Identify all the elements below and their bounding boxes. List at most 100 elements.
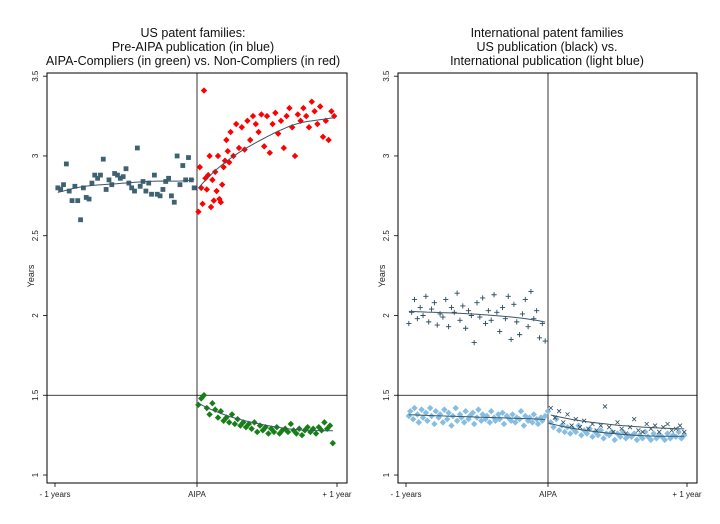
data-point — [550, 423, 557, 431]
data-point — [171, 199, 177, 205]
fit-line — [57, 179, 195, 193]
data-point — [319, 133, 327, 141]
data-point — [61, 182, 66, 188]
data-point — [522, 296, 528, 303]
data-point — [209, 400, 216, 407]
panel-title-line-3: AIPA-Compliers (in green) vs. Non-Compli… — [46, 54, 340, 68]
data-point — [636, 428, 641, 433]
data-point — [291, 152, 299, 160]
data-point — [431, 300, 437, 306]
panel-international-patent-families: International patent families US publica… — [377, 26, 702, 499]
data-point — [224, 147, 231, 155]
data-point — [434, 322, 440, 328]
data-point — [63, 161, 69, 167]
data-point — [534, 420, 542, 428]
data-point — [470, 420, 478, 428]
data-point — [598, 423, 604, 428]
data-point — [209, 176, 216, 184]
data-point — [293, 430, 300, 437]
data-point — [123, 166, 129, 172]
data-point — [556, 408, 562, 414]
data-point — [517, 332, 523, 338]
y-tick-label: 2 — [31, 313, 40, 318]
data-point — [303, 112, 310, 120]
fit-line — [408, 414, 546, 420]
data-point — [414, 411, 421, 418]
data-point — [219, 181, 226, 188]
data-point — [263, 112, 271, 120]
series-0 — [55, 145, 197, 223]
data-point — [199, 200, 206, 208]
data-point — [608, 428, 616, 436]
data-point — [656, 431, 663, 439]
data-point — [255, 128, 262, 136]
data-point — [231, 420, 238, 428]
data-point — [228, 411, 236, 418]
data-point — [439, 419, 447, 426]
data-point — [152, 172, 157, 178]
data-point — [460, 303, 466, 309]
data-point — [454, 290, 460, 296]
data-point — [58, 187, 64, 192]
data-point — [448, 422, 455, 429]
data-point — [661, 436, 668, 444]
data-point — [409, 415, 417, 423]
data-point — [567, 430, 574, 437]
data-point — [529, 419, 536, 426]
data-point — [331, 112, 338, 120]
data-point — [92, 172, 98, 178]
data-point — [83, 195, 89, 200]
data-point — [418, 406, 425, 413]
data-point — [95, 175, 100, 181]
data-point — [406, 320, 412, 327]
data-point — [600, 435, 607, 442]
data-point — [214, 152, 222, 160]
data-point — [103, 187, 109, 192]
data-point — [664, 430, 671, 437]
data-point — [678, 435, 685, 442]
data-point — [212, 168, 219, 176]
data-point — [589, 433, 596, 440]
fit-line — [198, 117, 335, 189]
data-point — [463, 325, 469, 331]
data-point — [491, 292, 497, 298]
data-point — [157, 193, 163, 199]
data-point — [509, 411, 516, 418]
data-point — [160, 187, 166, 192]
data-point — [548, 405, 554, 411]
data-point — [446, 324, 452, 330]
x-tick-label: - 1 years — [39, 490, 70, 499]
data-point — [615, 420, 620, 425]
data-point — [486, 419, 493, 426]
data-point — [642, 428, 649, 436]
data-point — [423, 293, 429, 299]
data-point — [72, 183, 78, 189]
data-point — [186, 155, 191, 160]
data-point — [109, 182, 115, 188]
data-point — [652, 423, 658, 428]
data-point — [640, 429, 645, 435]
data-point — [265, 430, 272, 437]
data-point — [284, 428, 292, 436]
data-point — [137, 183, 143, 189]
data-point — [329, 439, 336, 447]
x-tick-label: AIPA — [188, 490, 206, 499]
data-point — [280, 144, 287, 152]
data-point — [565, 412, 570, 417]
data-point — [300, 104, 307, 112]
data-point — [261, 143, 268, 150]
data-point — [196, 163, 203, 171]
data-point — [426, 404, 434, 412]
series-2 — [195, 392, 336, 447]
data-point — [415, 419, 422, 426]
data-point — [597, 427, 605, 434]
data-point — [272, 109, 279, 117]
data-point — [134, 145, 140, 151]
data-point — [287, 420, 294, 428]
data-point — [317, 103, 324, 110]
data-point — [658, 433, 666, 440]
data-point — [461, 419, 468, 426]
data-point — [166, 175, 171, 181]
data-point — [206, 411, 213, 418]
